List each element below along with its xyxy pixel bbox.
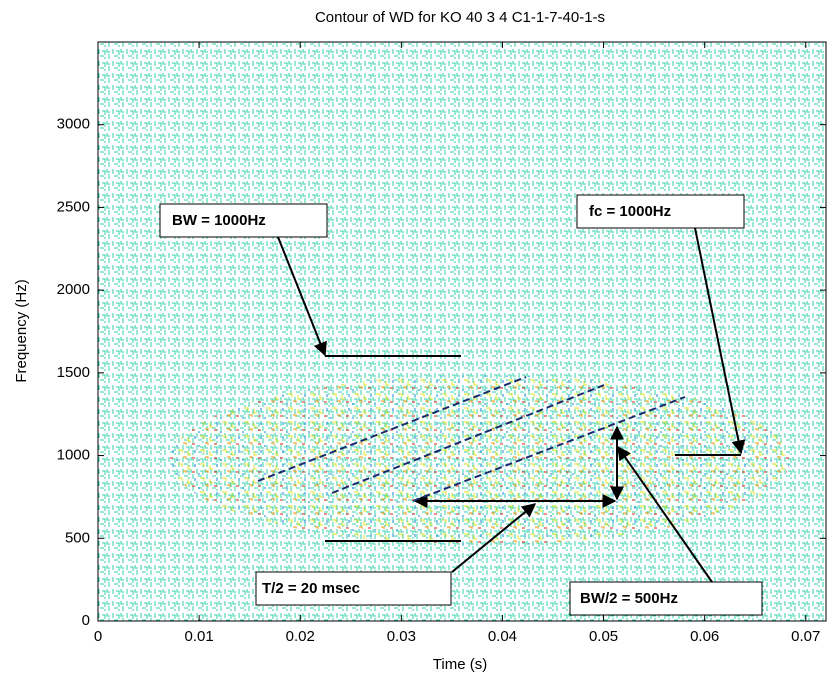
x-tick-label: 0.04 [488,628,517,645]
y-tick-label: 1000 [57,447,90,464]
x-tick-label: 0.05 [589,628,618,645]
annotation: BW/2 = 500Hz [580,590,678,607]
x-tick-label: 0.03 [387,628,416,645]
annotation-boxes: BW = 1000Hz fc = 1000Hz T/2 = 20 msec BW… [159,194,763,616]
x-tick-label: 0.02 [286,628,315,645]
y-tick-label: 3000 [57,116,90,133]
y-tick-label: 2000 [57,281,90,298]
x-tick-label: 0.07 [791,628,820,645]
x-axis-label: Time (s) [433,656,487,673]
contour-core [170,375,790,545]
y-axis-label: Frequency (Hz) [13,279,30,382]
annotation: BW = 1000Hz [172,212,266,229]
annotation-lines [277,227,746,583]
x-tick-label: 0.01 [185,628,214,645]
y-tick-label: 500 [65,529,90,546]
annotation: T/2 = 20 msec [262,580,360,597]
annotation: fc = 1000Hz [589,203,671,220]
plot-frame [97,41,827,622]
y-tick-label: 0 [82,612,90,629]
dashed-guides [257,376,686,502]
y-tick-label: 1500 [57,364,90,381]
chart-title: Contour of WD for KO 40 3 4 C1-1-7-40-1-… [315,9,605,26]
x-tick-label: 0 [94,628,102,645]
y-tick-label: 2500 [57,198,90,215]
x-tick-label: 0.06 [690,628,719,645]
